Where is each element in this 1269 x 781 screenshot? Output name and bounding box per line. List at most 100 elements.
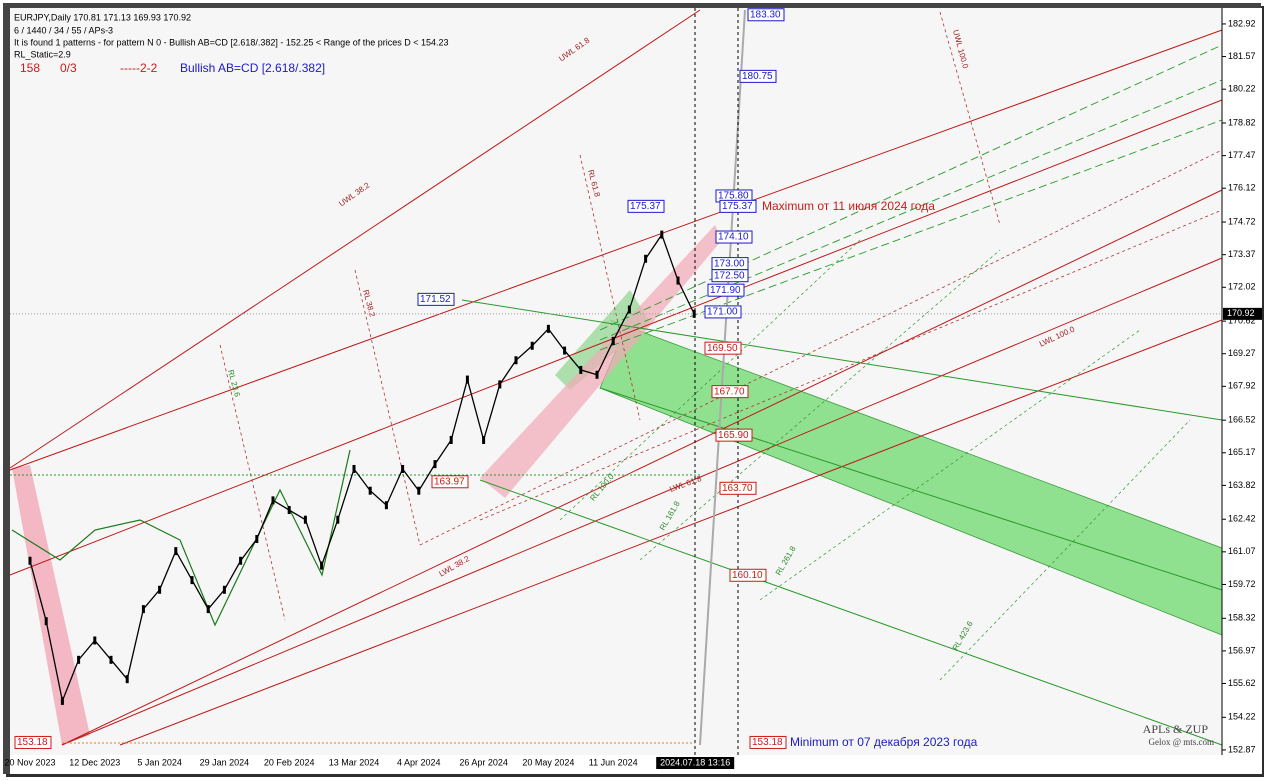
current-price-box	[1223, 307, 1262, 320]
drawings	[9, 8, 1223, 755]
price-label: 180.75	[742, 71, 773, 82]
price-bar	[158, 585, 162, 594]
price-bar	[60, 696, 64, 705]
status: -----2-2	[120, 61, 158, 75]
x-axis-area	[10, 755, 1262, 774]
price-label: 153.18	[17, 737, 48, 748]
price-label: 165.90	[718, 430, 749, 441]
y-tick-label: 166.52	[1228, 415, 1256, 425]
price-bar	[579, 365, 583, 374]
price-bar	[627, 305, 631, 314]
x-tick-label: 11 Jun 2024	[589, 757, 638, 767]
price-bar	[336, 515, 340, 524]
price-bar	[255, 535, 259, 544]
dashed-line	[479, 209, 1223, 521]
header-line: 6 / 1440 / 34 / 55 / APs-3	[14, 25, 113, 35]
price-bar	[141, 605, 145, 614]
status: 158	[20, 61, 40, 75]
header-line: It is found 1 patterns - for pattern N 0…	[14, 37, 449, 47]
y-tick-label: 161.07	[1228, 546, 1256, 556]
green-dotted	[639, 249, 1001, 561]
price-bar	[352, 464, 356, 473]
x-tick-label: 13 Mar 2024	[329, 757, 380, 767]
channel-line	[9, 29, 1223, 471]
x-tick-label: 12 Dec 2023	[69, 757, 120, 767]
y-tick-label: 159.72	[1228, 579, 1256, 589]
y-tick-label: 182.92	[1228, 18, 1256, 28]
channel-line	[61, 257, 1223, 746]
dashed-line	[354, 269, 421, 546]
channel-line	[61, 189, 1223, 746]
price-label-box	[719, 199, 757, 213]
y-tick-label: 169.27	[1228, 348, 1256, 358]
watermark: APLs & ZUP	[1143, 722, 1209, 736]
price-bar	[514, 356, 518, 365]
price-label: 171.90	[710, 285, 741, 296]
y-tick-label: 163.82	[1228, 480, 1256, 490]
header-line: EURJPY,Daily 170.81 171.13 169.93 170.92	[14, 12, 191, 22]
price-bar	[465, 375, 469, 384]
price-label-box	[431, 475, 469, 489]
y-tick-label: 180.22	[1228, 84, 1256, 94]
price-bar	[190, 576, 194, 585]
y-tick-label: 181.57	[1228, 51, 1256, 61]
price-bar	[222, 585, 226, 594]
y-tick-label: 170.62	[1228, 315, 1256, 325]
dashed-line	[219, 344, 286, 621]
price-bar	[320, 561, 324, 570]
price-label: 169.50	[707, 343, 738, 354]
price-label-box	[719, 481, 757, 495]
price-label: 153.18	[752, 737, 783, 748]
price-label-box	[715, 428, 753, 442]
x-tick-label: 20 Nov 2023	[4, 757, 55, 767]
price-bar	[433, 460, 437, 469]
y-tick-label: 172.02	[1228, 282, 1256, 292]
price-bar	[206, 605, 210, 614]
price-label: 173.00	[714, 258, 745, 269]
channel-line	[9, 99, 1223, 576]
annotation: Maximum от 11 июля 2024 года	[762, 199, 935, 213]
price-label: 171.52	[420, 294, 451, 305]
price-bar	[563, 346, 567, 355]
price-bar	[303, 515, 307, 524]
y-tick-label: 177.47	[1228, 150, 1256, 160]
y-tick-label: 155.62	[1228, 678, 1256, 688]
x-tick-label: 29 Jan 2024	[200, 757, 250, 767]
price-bar	[611, 336, 615, 345]
price-bar	[239, 556, 243, 565]
price-label-box	[704, 305, 742, 319]
y-tick-label: 178.82	[1228, 117, 1256, 127]
y-tick-label: 156.97	[1228, 645, 1256, 655]
y-axis-area	[1222, 8, 1262, 755]
price-label: 163.97	[434, 476, 465, 487]
price-label-box	[715, 230, 753, 244]
price-bar	[660, 230, 664, 239]
green-dotted	[559, 239, 861, 521]
price-bar	[595, 370, 599, 379]
y-tick-label: 154.22	[1228, 712, 1256, 722]
price-bar	[498, 380, 502, 389]
header: EURJPY,Daily 170.81 171.13 169.93 170.92…	[14, 12, 1214, 749]
green-dashed	[599, 119, 1223, 351]
price-bar	[174, 547, 178, 556]
current-price-label: 170.92	[1227, 308, 1255, 318]
price-bar	[109, 655, 113, 664]
price-label-box	[707, 283, 745, 297]
price-bar	[125, 675, 129, 684]
header-line: RL_Static=2.9	[14, 49, 71, 59]
x-tick-label: 20 May 2024	[522, 757, 574, 767]
pink-channel	[12, 465, 90, 745]
price-bar	[77, 655, 81, 664]
green-dotted	[939, 419, 1191, 681]
price-label-box	[747, 8, 785, 22]
price-label: 175.37	[722, 201, 753, 212]
green-dashed	[599, 44, 1223, 331]
dashed-line	[939, 11, 1001, 226]
price-label: 174.10	[718, 232, 749, 243]
price-label-box	[14, 735, 52, 749]
price-bar	[417, 486, 421, 495]
price-label: 171.00	[707, 307, 738, 318]
price-bar	[44, 617, 48, 626]
price-label-box	[704, 341, 742, 355]
price-bar	[644, 254, 648, 263]
